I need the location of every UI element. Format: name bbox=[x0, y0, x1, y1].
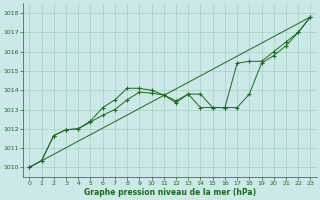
X-axis label: Graphe pression niveau de la mer (hPa): Graphe pression niveau de la mer (hPa) bbox=[84, 188, 256, 197]
